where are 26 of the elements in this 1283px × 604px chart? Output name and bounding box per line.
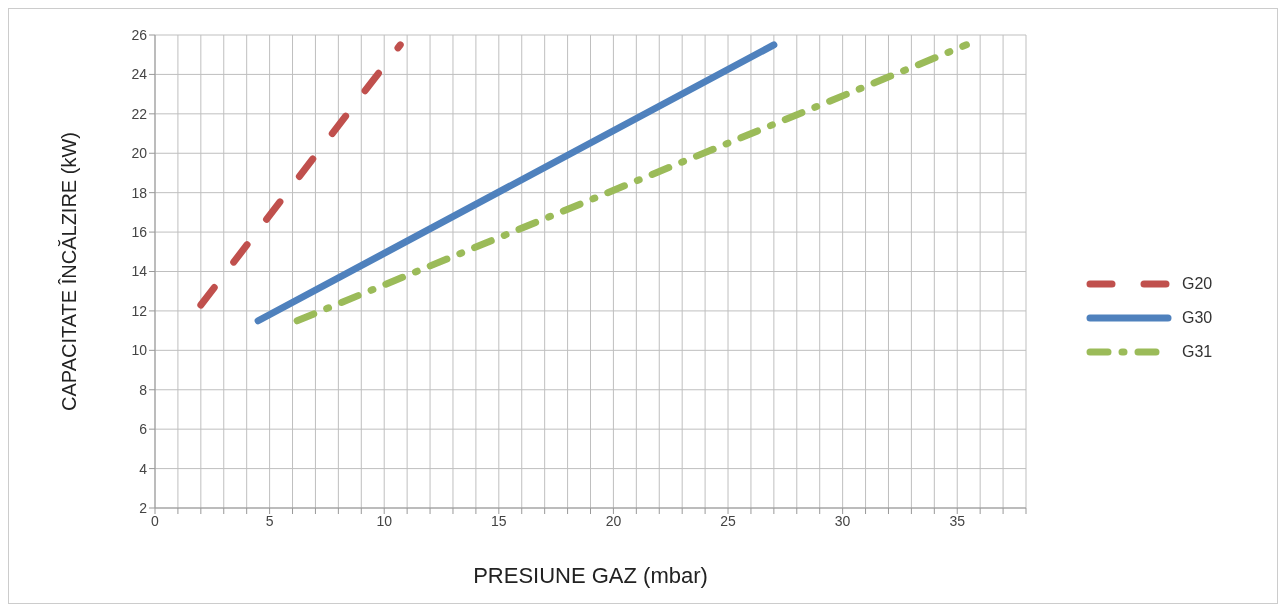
y-tick-label: 14 [131, 263, 148, 280]
x-tick-label: 25 [720, 512, 737, 529]
legend-label: G20 [1182, 275, 1213, 293]
y-tick-label: 2 [139, 499, 148, 516]
x-tick-label: 10 [376, 512, 393, 529]
x-tick-label: 0 [151, 512, 160, 529]
x-axis-title: PRESIUNE GAZ (mbar) [473, 563, 708, 588]
y-tick-label: 12 [131, 302, 148, 319]
legend-label: G30 [1182, 309, 1213, 327]
x-tick-label: 5 [265, 512, 274, 529]
x-tick-label: 15 [491, 512, 507, 529]
x-tick-label: 30 [834, 512, 851, 529]
y-tick-label: 18 [131, 184, 148, 201]
y-tick-label: 22 [131, 105, 148, 122]
x-tick-label: 20 [605, 512, 622, 529]
y-axis-title: CAPACITATE ÎNCĂLZIRE (kW) [58, 132, 81, 411]
y-tick-label: 24 [131, 66, 148, 83]
y-tick-label: 4 [139, 460, 148, 477]
y-tick-label: 10 [131, 342, 148, 359]
y-tick-label: 6 [139, 421, 148, 438]
y-tick-label: 16 [131, 224, 148, 241]
y-tick-label: 8 [139, 381, 148, 398]
y-tick-label: 20 [131, 145, 148, 162]
y-tick-label: 26 [131, 26, 148, 43]
legend-label: G31 [1182, 343, 1213, 361]
x-tick-label: 35 [949, 512, 966, 529]
